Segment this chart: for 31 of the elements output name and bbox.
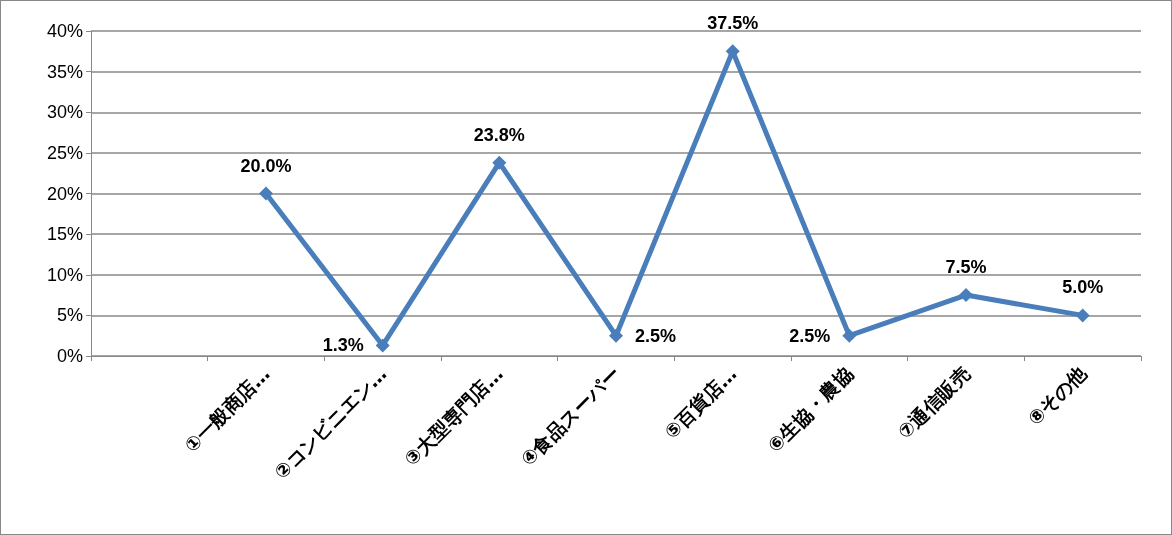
data-label: 20.0% <box>240 155 292 176</box>
y-tick-label: 0% <box>56 346 83 366</box>
data-label: 2.5% <box>789 325 831 346</box>
y-tick-label: 5% <box>56 305 83 326</box>
data-label: 1.3% <box>322 335 364 356</box>
point <box>609 328 623 343</box>
x-tick-label: ⑥生協・農協 <box>763 362 858 457</box>
y-tick-label: 15% <box>46 224 83 245</box>
y-tick-label: 25% <box>46 142 83 163</box>
data-label: 7.5% <box>945 257 987 278</box>
x-tick-label: ④食品スーパー <box>516 362 624 470</box>
data-label: 5.0% <box>1062 277 1104 298</box>
y-tick-label: 20% <box>46 183 83 204</box>
data-label: 2.5% <box>635 325 677 346</box>
point <box>842 328 857 343</box>
y-tick-label: 35% <box>46 61 83 82</box>
data-label: 23.8% <box>473 124 525 145</box>
point <box>492 155 507 170</box>
y-tick-label: 30% <box>46 102 83 123</box>
point <box>959 288 973 303</box>
x-tick-label: ⑤百貨店… <box>659 362 741 443</box>
x-tick-label: ⑦通信販売 <box>893 362 974 443</box>
x-tick-label: ⑧その他 <box>1023 361 1092 430</box>
point <box>259 186 273 201</box>
point <box>375 338 390 353</box>
point <box>1075 308 1090 323</box>
point <box>725 44 740 59</box>
x-tick-label: ③大型専門店… <box>399 362 508 470</box>
y-tick-label: 40% <box>46 21 83 41</box>
y-tick-label: 10% <box>46 264 83 285</box>
data-label: 37.5% <box>707 13 759 34</box>
